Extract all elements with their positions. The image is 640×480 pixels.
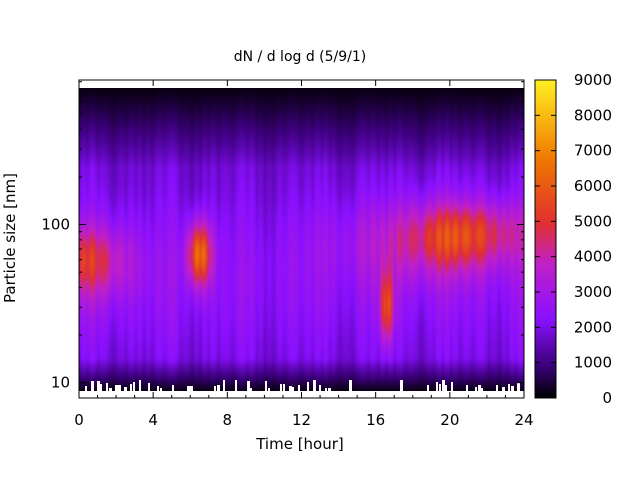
heatmap-layer [79,88,524,397]
x-tick-label: 0 [74,411,84,429]
colorbar-ticks: 0 1000 2000 3000 4000 5000 6000 7000 8000 9000 [535,71,612,407]
y-tick-label: 100 [41,216,70,234]
missing-data-gap [130,384,132,391]
missing-data-gap [187,386,190,391]
missing-data-gap [250,388,252,391]
missing-data-gap [508,384,510,391]
missing-data-gap [502,387,505,391]
missing-data-gap [106,383,108,391]
missing-data-gap [427,385,429,391]
missing-data-gap [442,380,445,391]
missing-data-gap [148,383,150,391]
missing-data-gap [109,388,112,391]
missing-data-gap [85,386,87,391]
colorbar-tick-label: 2000 [574,318,612,336]
colorbar-tick-label: 0 [602,389,612,407]
missing-data-gap [475,387,477,391]
missing-data-gap [511,386,514,391]
colorbar-tick-label: 4000 [574,248,612,266]
missing-data-gap [517,383,520,391]
missing-data-gap [445,385,447,391]
x-tick-label: 4 [148,411,158,429]
missing-data-gap [124,387,127,391]
missing-data-gap [100,384,102,391]
y-axis-label: Particle size [nm] [1,173,19,303]
missing-data-gap [478,385,481,391]
colorbar-tick-label: 7000 [574,142,612,160]
missing-data-gap [265,381,267,391]
missing-data-gap [157,386,159,391]
missing-data-gap [223,380,225,391]
x-tick-label: 16 [366,411,385,429]
missing-data-gap [496,385,498,391]
missing-data-gap [280,384,282,391]
missing-data-gap [481,388,483,391]
missing-data-gap [325,388,327,391]
missing-data-gap [190,386,193,391]
missing-data-gap [172,385,174,391]
colorbar-tick-label: 8000 [574,106,612,124]
missing-data-gap [436,382,438,391]
x-tick-label: 8 [223,411,233,429]
missing-data-gap [268,388,270,391]
x-axis-label: Time [hour] [255,435,344,453]
missing-data-gap [349,380,352,391]
missing-data-gap [292,387,294,391]
missing-data-gap [466,385,468,391]
heatmap-image [79,88,524,397]
missing-data-gap [160,388,162,391]
colorbar-tick-label: 5000 [574,212,612,230]
missing-data-gap [298,385,300,391]
missing-data-gap [328,388,331,391]
missing-data-gap [400,380,403,391]
missing-data-gap [217,385,220,391]
missing-data-gap [247,381,250,391]
missing-data-gap [91,381,94,391]
missing-data-gap [133,382,135,391]
missing-data-gap [289,386,292,391]
missing-data-gap [451,382,453,391]
missing-data-gap [235,380,237,391]
missing-data-gap [313,380,316,391]
x-tick-label: 24 [514,411,533,429]
missing-data-gap [319,385,321,391]
x-tick-label: 20 [440,411,459,429]
x-axis-ticks: 0 4 8 12 16 20 24 [74,80,534,429]
missing-data-gap [118,385,121,391]
missing-data-gap [214,386,216,391]
colorbar-tick-label: 1000 [574,354,612,372]
colorbar-tick-label: 3000 [574,283,612,301]
missing-data-gap [139,380,141,391]
missing-data-gap [439,384,441,391]
missing-data-gap [97,381,100,391]
colorbar-tick-label: 6000 [574,177,612,195]
x-tick-label: 12 [292,411,311,429]
chart-title: dN / d log d (5/9/1) [234,49,367,65]
colorbar-tick-label: 9000 [574,71,612,89]
y-tick-label: 10 [51,374,70,392]
missing-data-gap [307,382,309,391]
missing-data-gap [115,385,118,391]
colorbar [534,79,557,399]
y-axis-ticks: 10 100 [41,81,524,392]
missing-data-gap [283,384,285,391]
